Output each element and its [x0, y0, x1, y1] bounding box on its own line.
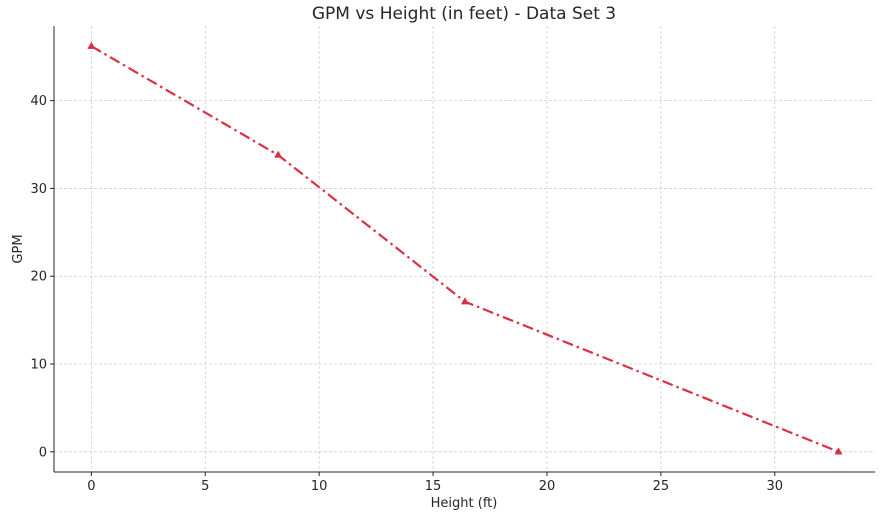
y-tick-label: 40: [30, 94, 47, 109]
data-point-marker: [834, 447, 843, 455]
x-tick-label: 0: [87, 479, 95, 494]
y-axis-title: GPM: [11, 234, 26, 263]
x-tick-label: 10: [311, 479, 328, 494]
x-tick-label: 30: [766, 479, 783, 494]
ticks: 0 5 10 15 20 25 30 0 10 20 30 40: [30, 94, 783, 494]
x-tick-label: 20: [539, 479, 556, 494]
data-point-marker: [274, 150, 283, 158]
series-layer: [87, 41, 843, 455]
x-tick-label: 15: [425, 479, 442, 494]
y-tick-label: 0: [39, 445, 47, 460]
grid: [54, 26, 875, 472]
axes: [53, 26, 875, 473]
y-tick-label: 30: [30, 182, 47, 197]
data-point-marker: [87, 41, 96, 49]
y-tick-label: 10: [30, 358, 47, 373]
chart-title: GPM vs Height (in feet) - Data Set 3: [312, 4, 616, 24]
x-tick-label: 25: [653, 479, 670, 494]
data-point-marker: [460, 297, 469, 305]
x-axis-title: Height (ft): [431, 496, 498, 511]
series-line: [90, 45, 840, 453]
x-tick-label: 5: [201, 479, 209, 494]
y-tick-label: 20: [30, 270, 47, 285]
